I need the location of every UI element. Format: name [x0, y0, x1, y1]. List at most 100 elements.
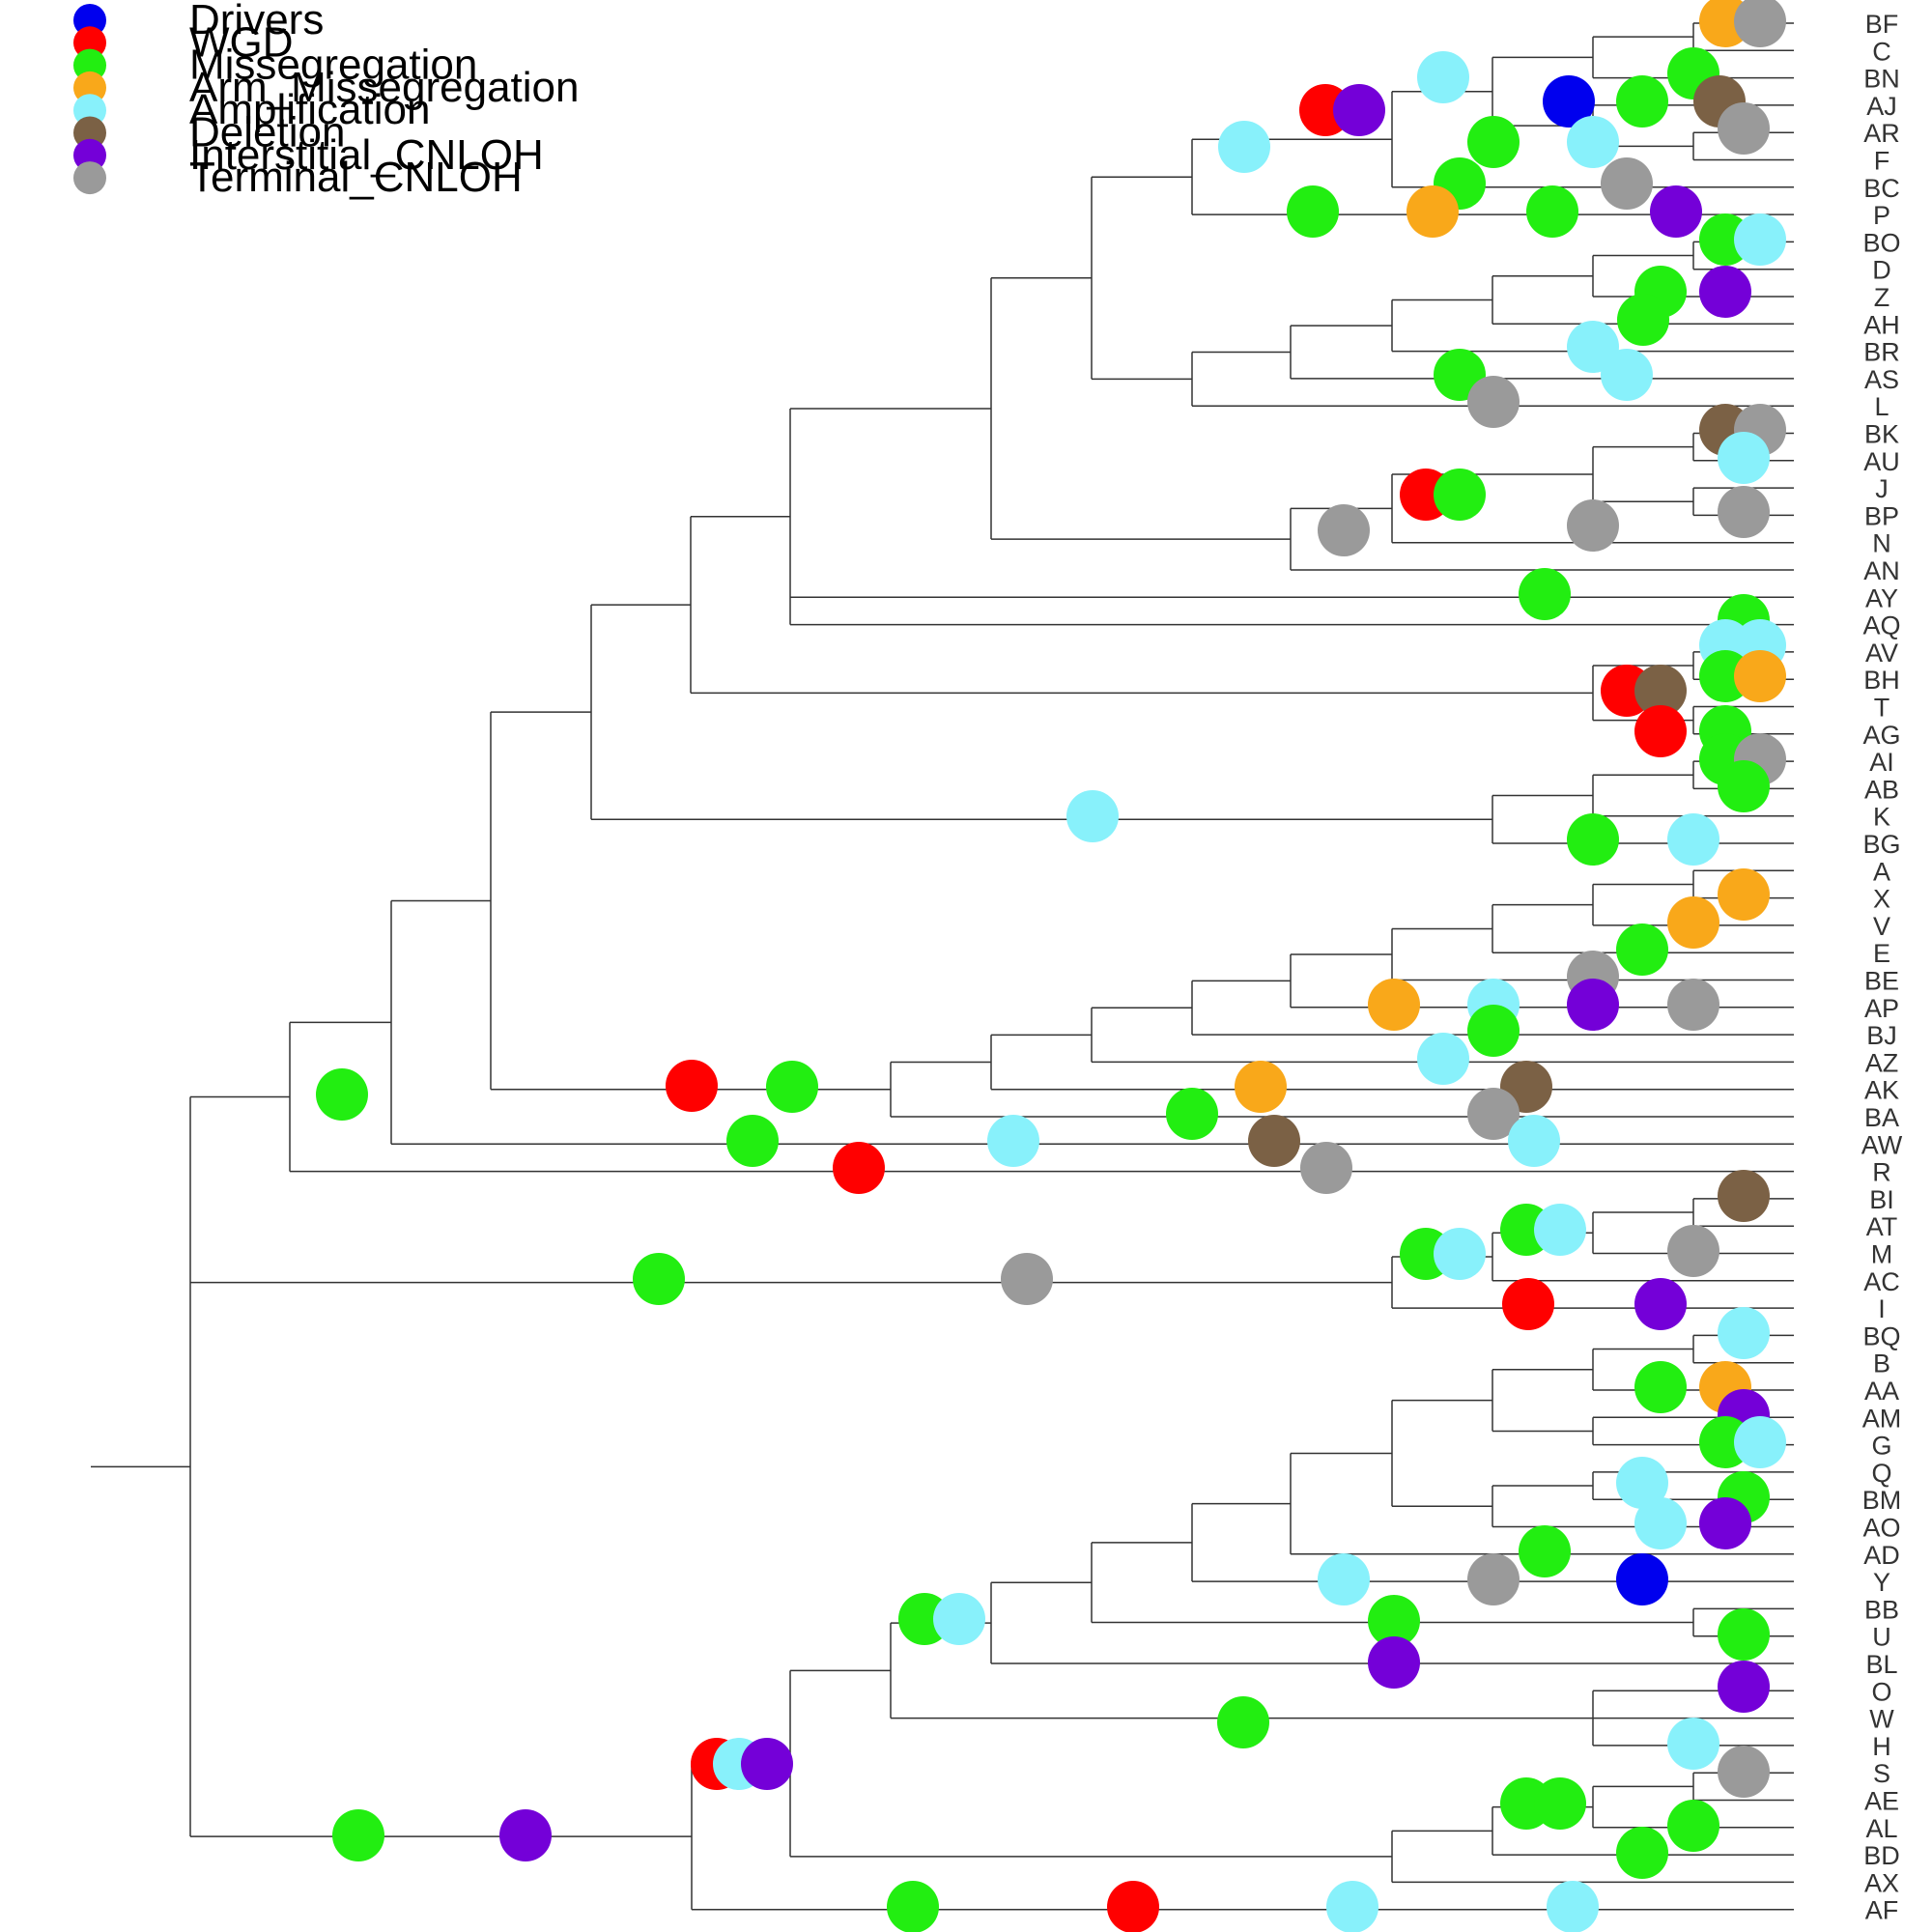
- event-missegregation-marker: [1519, 568, 1571, 620]
- event-terminal-cnloh-marker: [1467, 1088, 1520, 1140]
- event-amplification-marker: [933, 1593, 985, 1645]
- legend-swatch-amplification: [73, 94, 106, 128]
- event-amplification-marker: [1534, 1204, 1586, 1256]
- tip-label-AQ: AQ: [1862, 611, 1900, 640]
- event-amplification-marker: [1434, 1228, 1486, 1280]
- tip-label-BN: BN: [1863, 65, 1900, 94]
- tip-label-P: P: [1873, 201, 1890, 230]
- tip-label-K: K: [1873, 803, 1890, 832]
- event-amplification-marker: [1318, 1553, 1370, 1605]
- tip-label-BR: BR: [1863, 338, 1900, 367]
- tip-label-BP: BP: [1864, 501, 1899, 530]
- event-terminal-cnloh-marker: [1601, 157, 1653, 210]
- tip-label-AT: AT: [1866, 1212, 1898, 1241]
- tip-label-BA: BA: [1864, 1103, 1899, 1132]
- event-arm-missegregation-marker: [1368, 979, 1420, 1031]
- event-amplification-marker: [1667, 813, 1719, 866]
- tip-label-F: F: [1874, 147, 1890, 176]
- event-interstitial-cnloh-marker: [1567, 979, 1619, 1031]
- event-drivers-marker: [1616, 1553, 1668, 1605]
- event-amplification-marker: [1547, 1881, 1599, 1932]
- event-missegregation-marker: [1217, 1696, 1269, 1748]
- tip-label-J: J: [1875, 474, 1889, 503]
- legend-swatch-wgd: [73, 26, 106, 60]
- tip-label-AE: AE: [1864, 1787, 1899, 1816]
- event-drivers-marker: [1543, 75, 1595, 128]
- legend: DriversWGDMissegregationArm_Missegregati…: [73, 0, 580, 201]
- tip-label-W: W: [1869, 1705, 1894, 1734]
- tip-label-AS: AS: [1864, 365, 1899, 394]
- tip-label-BB: BB: [1864, 1595, 1899, 1624]
- event-missegregation-marker: [1434, 469, 1486, 521]
- legend-label-amplification: Amplification: [189, 86, 430, 133]
- tip-label-BG: BG: [1862, 830, 1900, 859]
- event-amplification-marker: [1734, 1416, 1786, 1468]
- event-missegregation-marker: [1287, 185, 1339, 238]
- tip-label-L: L: [1874, 392, 1889, 421]
- event-wgd-marker: [1107, 1881, 1159, 1932]
- event-wgd-marker: [1502, 1278, 1554, 1330]
- event-interstitial-cnloh-marker: [499, 1809, 552, 1861]
- event-arm-missegregation-marker: [1718, 868, 1770, 921]
- event-missegregation-marker: [726, 1115, 779, 1167]
- event-amplification-marker: [1417, 1033, 1469, 1085]
- event-missegregation-marker: [1534, 1777, 1586, 1830]
- event-amplification-marker: [1508, 1115, 1560, 1167]
- tip-label-AX: AX: [1864, 1868, 1899, 1897]
- tip-label-V: V: [1873, 912, 1890, 941]
- event-interstitial-cnloh-marker: [1699, 1497, 1751, 1549]
- event-arm-missegregation-marker: [1734, 650, 1786, 702]
- tip-label-BI: BI: [1869, 1185, 1894, 1214]
- event-interstitial-cnloh-marker: [1634, 1278, 1687, 1330]
- event-missegregation-marker: [1368, 1595, 1420, 1647]
- event-missegregation-marker: [766, 1061, 818, 1113]
- legend-label-interstitial_cnloh: Interstitial_CNLOH: [189, 131, 544, 179]
- event-amplification-marker: [1218, 121, 1270, 173]
- event-interstitial-cnloh-marker: [1699, 266, 1751, 318]
- legend-swatch-arm_missegregation: [73, 71, 106, 104]
- tip-label-AV: AV: [1865, 639, 1898, 668]
- tip-label-H: H: [1872, 1732, 1891, 1761]
- event-amplification-marker: [1326, 1881, 1378, 1932]
- tip-label-R: R: [1872, 1158, 1891, 1187]
- event-missegregation-marker: [1634, 1361, 1687, 1413]
- event-terminal-cnloh-marker: [1467, 376, 1520, 428]
- legend-swatch-missegregation: [73, 48, 106, 82]
- event-terminal-cnloh-marker: [1667, 1225, 1719, 1277]
- event-interstitial-cnloh-marker: [1368, 1636, 1420, 1689]
- tip-labels: BFCBNAJARFBCPBODZAHBRASLBKAUJBPNANAYAQAV…: [1861, 10, 1903, 1925]
- event-terminal-cnloh-marker: [1667, 979, 1719, 1031]
- tip-label-AP: AP: [1864, 994, 1899, 1023]
- event-amplification-marker: [1066, 790, 1119, 842]
- event-missegregation-marker: [1526, 185, 1578, 238]
- event-arm-missegregation-marker: [1667, 896, 1719, 949]
- event-terminal-cnloh-marker: [1467, 1553, 1520, 1605]
- event-amplification-marker: [1667, 1718, 1719, 1770]
- event-missegregation-marker: [887, 1881, 939, 1932]
- legend-swatch-interstitial_cnloh: [73, 138, 106, 172]
- tip-label-I: I: [1878, 1294, 1886, 1323]
- event-interstitial-cnloh-marker: [1650, 185, 1702, 238]
- event-amplification-marker: [1734, 213, 1786, 266]
- event-missegregation-marker: [1467, 1005, 1520, 1057]
- event-amplification-marker: [1634, 1497, 1687, 1549]
- legend-swatch-terminal_cnloh: [73, 161, 106, 195]
- event-arm-missegregation-marker: [1406, 185, 1459, 238]
- event-interstitial-cnloh-marker: [1718, 1661, 1770, 1713]
- tip-label-AM: AM: [1862, 1404, 1902, 1433]
- tip-label-M: M: [1871, 1240, 1893, 1269]
- event-missegregation-marker: [1616, 75, 1668, 128]
- legend-label-missegregation: Missegregation: [189, 42, 477, 89]
- tip-label-AY: AY: [1865, 583, 1898, 612]
- tip-label-O: O: [1871, 1677, 1891, 1706]
- event-deletion-marker: [1718, 1170, 1770, 1222]
- tip-label-G: G: [1871, 1432, 1891, 1461]
- event-terminal-cnloh-marker: [1300, 1142, 1352, 1194]
- tip-label-BL: BL: [1865, 1650, 1897, 1679]
- legend-label-drivers: Drivers: [189, 0, 324, 43]
- tip-label-S: S: [1873, 1759, 1890, 1788]
- event-terminal-cnloh-marker: [1718, 102, 1770, 155]
- event-wgd-marker: [666, 1060, 718, 1112]
- tip-label-U: U: [1872, 1623, 1891, 1652]
